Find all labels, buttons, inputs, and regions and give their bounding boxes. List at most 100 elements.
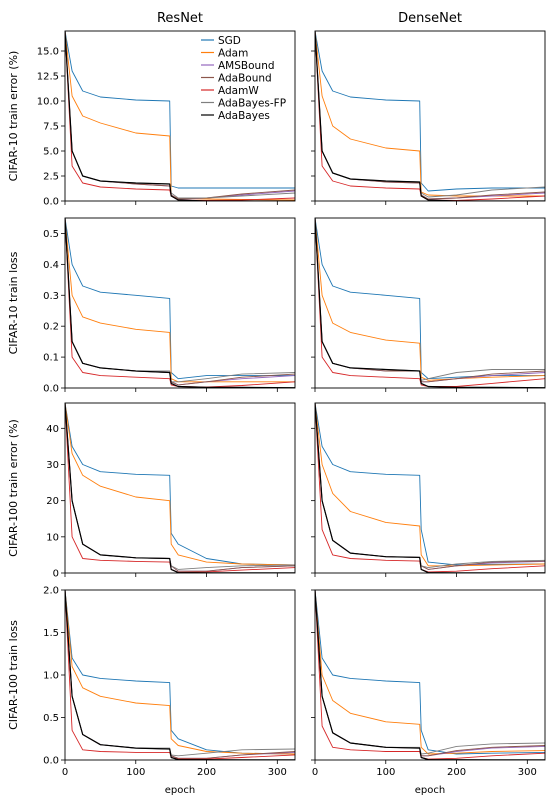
y-axis-label-row-4: CIFAR-100 train loss [7,620,20,730]
y-tick-label: 0.1 [43,353,59,364]
series-line-adabayes-fp [315,403,545,569]
plot-frame [64,30,296,202]
y-tick-label: 30 [46,460,59,471]
x-axis-label-resnet: epoch [165,785,195,796]
legend-label: AdamW [218,85,259,97]
y-tick-label: 5.0 [43,147,59,158]
panel-resnet-row-2: 0.0 0.1 0.2 0.3 0.4 0.5 [43,217,296,395]
plot-frame [64,217,296,389]
y-tick-label: 20 [46,496,59,507]
y-tick-label: 2.0 [43,586,59,597]
plot-frame [314,589,546,761]
series-line-adabayes [315,590,545,760]
series-line-adam [65,403,295,566]
y-axis-label-row-2: CIFAR-10 train loss [7,251,20,354]
y-tick-label: 1.5 [43,628,59,639]
legend-label: AMSBound [218,60,275,72]
series-line-adabayes [315,403,545,573]
panel-densenet-row-1 [311,30,546,205]
legend-label: AdaBound [218,72,272,84]
series-group [315,31,545,201]
y-tick-label: 0.0 [43,756,59,767]
y-tick-label: 0.0 [43,197,59,208]
series-line-adabayes [315,218,545,388]
legend: SGDAdamAMSBoundAdaBoundAdamWAdaBayes-FPA… [201,35,286,122]
y-tick-label: 2.5 [43,172,59,183]
series-line-amsbound [65,218,295,386]
column-title-densenet: DenseNet [398,11,462,26]
legend-item-adam: Adam [201,47,248,59]
series-line-adabound [315,590,545,757]
series-line-adabayes [65,590,295,760]
series-line-amsbound [65,590,295,759]
series-group [65,590,295,760]
series-line-amsbound [65,403,295,572]
series-line-sgd [315,31,545,192]
x-tick-label: 300 [518,767,537,778]
plot-frame [314,30,546,202]
legend-label: Adam [218,47,248,59]
series-line-adabound [65,218,295,386]
series-line-adabound [315,31,545,200]
plot-frame [314,217,546,389]
y-tick-label: 12.5 [37,72,59,83]
y-tick-label: 40 [46,424,59,435]
series-line-amsbound [315,218,545,383]
series-group [65,403,295,573]
y-tick-label: 10 [46,532,59,543]
panel-densenet-row-4: 0 100 200 300 [311,589,546,778]
y-tick-label: 0.5 [43,229,59,240]
series-line-adam [65,218,295,383]
series-line-adabayes [315,31,545,201]
y-tick-label: 0.4 [43,260,59,271]
series-group [65,31,295,201]
series-line-adabayes [65,31,295,201]
panel-resnet-row-4: 0.0 0.5 1.0 1.5 2.0 0 100 200 300 [43,586,296,778]
series-line-adabound [315,218,545,383]
series-line-adabayes [65,403,295,573]
series-line-adabayes-fp [315,590,545,755]
y-tick-label: 1.0 [43,671,59,682]
series-line-adam [315,31,545,197]
x-tick-label: 200 [197,767,216,778]
series-line-adamw [65,403,295,573]
series-line-adabayes-fp [65,403,295,570]
panel-resnet-row-1: 0.0 2.5 5.0 7.5 10.0 12.5 15.0 [37,30,296,208]
series-line-adabayes-fp [315,218,545,381]
legend-item-adabound: AdaBound [201,72,272,84]
x-tick-label: 100 [126,767,145,778]
plot-frame [314,402,546,574]
series-line-adam [315,218,545,381]
series-line-adam [65,590,295,755]
series-line-amsbound [315,403,545,570]
y-tick-label: 0.2 [43,322,59,333]
panel-densenet-row-3 [311,402,546,577]
plot-frame [64,402,296,574]
series-line-adam [315,590,545,755]
legend-item-sgd: SGD [201,35,241,47]
series-line-adamw [315,218,545,387]
legend-item-adamw: AdamW [201,85,259,97]
series-line-sgd [315,218,545,380]
plot-frame [64,589,296,761]
series-line-amsbound [315,31,545,200]
series-line-adabayes [65,218,295,388]
series-group [65,218,295,388]
series-line-adamw [315,590,545,760]
series-line-adabayes-fp [315,31,545,198]
series-line-sgd [65,218,295,380]
x-tick-label: 300 [268,767,287,778]
y-tick-label: 0 [53,569,59,580]
series-line-adam [65,31,295,201]
y-tick-label: 0.5 [43,713,59,724]
y-tick-label: 0.3 [43,291,59,302]
panel-densenet-row-2 [311,217,546,392]
series-line-adabayes-fp [65,218,295,383]
series-group [315,218,545,388]
series-line-amsbound [315,590,545,757]
series-line-sgd [315,403,545,566]
series-group [315,590,545,760]
series-line-adam [315,403,545,567]
panel-resnet-row-3: 0 10 20 30 40 [46,402,296,580]
y-tick-label: 0.0 [43,384,59,395]
